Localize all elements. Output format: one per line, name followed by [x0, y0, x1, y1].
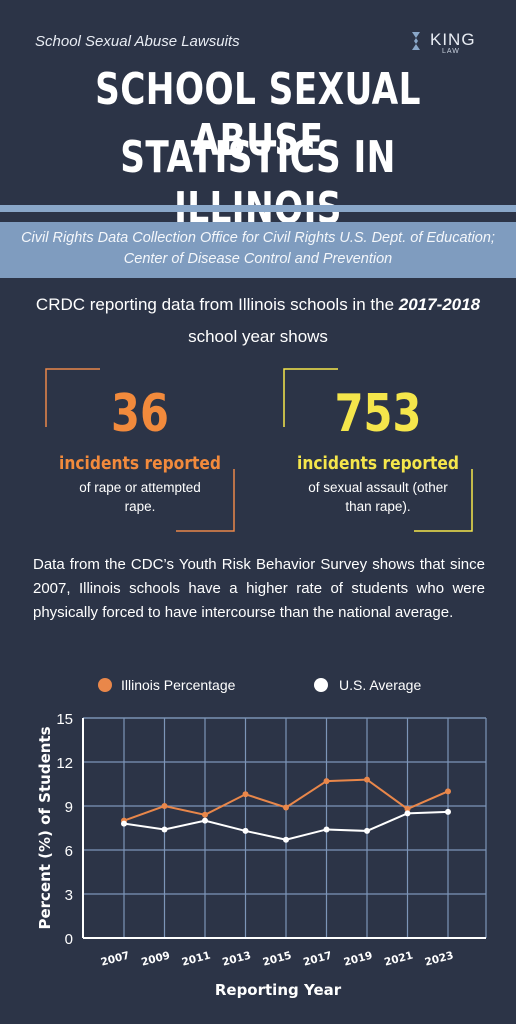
line-chart: 0 3 6 9 12 15 2007 2009 2011 2013 2015 2017 2019 2021…: [36, 711, 487, 999]
y-axis-title: Percent (%) of Students: [36, 726, 54, 929]
x-tick-label: 2019: [343, 950, 374, 969]
intro-after: school year shows: [188, 327, 328, 346]
y-tick-label: 15: [56, 711, 73, 728]
king-logo-icon: [412, 32, 420, 50]
title-divider: [0, 205, 516, 212]
y-tick-label: 6: [65, 843, 73, 860]
stat-number-rape: 36: [111, 384, 169, 444]
illinois-data-point: [161, 803, 168, 809]
legend-label-us: U.S. Average: [339, 677, 422, 693]
us-data-point: [323, 826, 330, 833]
page-title-line-2: STATISTICS IN ILLINOIS: [120, 132, 396, 234]
x-tick-label: 2017: [302, 950, 333, 969]
us-data-point: [364, 827, 370, 834]
source-citation: Civil Rights Data Collection Office for …: [21, 230, 495, 267]
illinois-data-point: [283, 804, 289, 811]
stat-description-rape: of rape or attempted rape.: [79, 480, 201, 514]
us-data-point: [404, 810, 411, 817]
eyebrow-text: School Sexual Abuse Lawsuits: [35, 33, 240, 50]
us-data-point: [202, 817, 208, 824]
us-data-point: [121, 820, 127, 827]
x-tick-label: 2023: [424, 950, 455, 969]
x-axis-title: Reporting Year: [215, 981, 342, 999]
illinois-data-point: [404, 805, 411, 812]
brand-logo: KING LAW: [410, 30, 490, 58]
x-tick-label: 2011: [181, 950, 212, 969]
us-data-point: [445, 808, 451, 815]
y-tick-label: 0: [65, 931, 73, 948]
intro-text: CRDC reporting data from Illinois school…: [20, 289, 496, 353]
illinois-data-point: [202, 811, 208, 818]
stat-label-assault: incidents reported: [297, 453, 459, 474]
illinois-data-point: [364, 776, 370, 783]
source-band: [0, 222, 516, 278]
illinois-data-point: [242, 791, 249, 798]
logo-wordmark: KING: [430, 30, 476, 49]
legend-marker-illinois: [98, 678, 112, 692]
illinois-data-point: [445, 788, 451, 795]
stat-card-frame-1: [45, 368, 235, 532]
illinois-data-point: [323, 778, 330, 785]
x-tick-label: 2021: [383, 950, 414, 969]
y-tick-label: 3: [65, 887, 73, 904]
page-title-line-1: SCHOOL SEXUAL ABUSE: [95, 64, 421, 166]
x-tick-label: 2015: [262, 950, 293, 969]
cdc-summary-paragraph: Data from the CDC’s Youth Risk Behavior …: [33, 556, 485, 621]
intro-before: CRDC reporting data from Illinois school…: [35, 295, 399, 314]
x-tick-label: 2009: [140, 950, 171, 969]
stat-number-assault: 753: [334, 384, 422, 444]
legend-label-illinois: Illinois Percentage: [121, 677, 236, 693]
us-data-point: [283, 836, 289, 843]
logo-subtext: LAW: [442, 48, 460, 55]
stat-label-rape: incidents reported: [59, 453, 221, 474]
stat-card-frame-2: [283, 368, 473, 532]
y-tick-label: 12: [56, 755, 73, 772]
us-data-point: [161, 826, 168, 833]
y-tick-label: 9: [65, 799, 73, 816]
x-tick-label: 2007: [100, 950, 131, 969]
us-data-point: [242, 827, 249, 834]
x-tick-label: 2013: [221, 950, 252, 969]
legend-marker-us: [314, 678, 328, 692]
stat-description-assault: of sexual assault (other than rape).: [308, 480, 448, 514]
intro-year: 2017-2018: [398, 295, 481, 314]
